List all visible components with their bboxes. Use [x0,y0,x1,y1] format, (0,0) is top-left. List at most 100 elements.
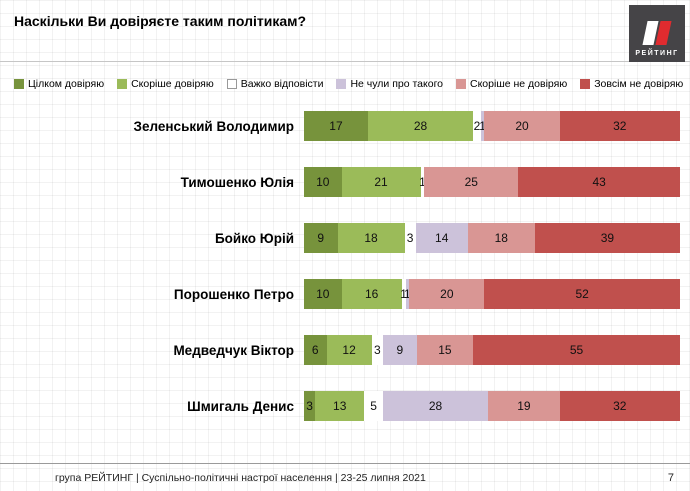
bar-segment: 3 [304,391,316,421]
politician-name: Зеленський Володимир [133,118,294,134]
legend-label: Скоріше не довіряю [470,78,568,90]
bar-segment: 3 [404,223,416,253]
bar-segment: 28 [382,391,489,421]
segment-value: 2 [473,119,481,133]
segment-value: 12 [342,343,356,357]
bar-segment: 28 [367,111,474,141]
bar-segment: 2 [473,111,481,141]
segment-value: 9 [396,343,404,357]
legend-swatch [456,79,467,89]
bar-segment: 17 [304,111,368,141]
segment-value: 1 [419,175,426,189]
bar-segment: 20 [484,111,560,141]
legend: Цілком довіряю Скоріше довіряю Важко відпо… [0,62,690,90]
rating-logo-flag-icon [641,20,673,47]
bar-segment: 19 [488,391,560,421]
stacked-bar: 10 16 1 1 20 52 [304,279,680,309]
segment-value: 32 [613,399,627,413]
stacked-bar: 9 18 3 14 18 39 [304,223,680,253]
legend-label: Скоріше довіряю [131,78,214,90]
bar-segment: 43 [518,167,680,197]
bar-segment: 5 [364,391,383,421]
legend-swatch [580,79,591,89]
chart-row: Шмигаль Денис 3 13 5 28 19 32 [12,378,680,434]
segment-value: 21 [374,175,388,189]
legend-item: Важко відповісти [226,78,324,90]
rating-logo: РЕЙТИНГ [629,5,685,62]
segment-value: 39 [600,231,615,245]
bar-segment: 9 [382,335,417,365]
segment-value: 6 [311,343,319,357]
segment-value: 20 [440,287,454,301]
segment-value: 25 [464,175,478,189]
segment-value: 15 [438,343,452,357]
bar-segment: 15 [416,335,474,365]
bar-segment: 10 [304,167,342,197]
legend-item: Скоріше довіряю [117,78,214,90]
politician-name: Тимошенко Юлія [180,174,294,190]
segment-value: 9 [317,231,325,245]
legend-label: Важко відповісти [240,78,324,90]
politician-name: Порошенко Петро [173,286,294,302]
segment-value: 18 [494,231,508,245]
segment-value: 43 [592,175,606,189]
stacked-bar: 6 12 3 9 15 55 [304,335,680,365]
legend-item: Цілком довіряю [14,78,104,90]
segment-value: 16 [364,287,379,301]
legend-item: Скоріше не довіряю [456,78,567,90]
bar-segment: 16 [341,279,402,309]
bar-segment: 14 [415,223,468,253]
politician-name: Шмигаль Денис [187,398,294,414]
chart-row: Бойко Юрій 9 18 3 14 18 39 [12,210,680,266]
bar-segment: 52 [484,279,680,309]
segment-value: 3 [306,399,313,413]
stacked-bar: 17 28 2 1 20 32 [304,111,680,141]
page-title: Наскільки Ви довіряєте таким політикам? [14,13,307,29]
bar-segment: 3 [371,335,383,365]
bar-segment: 18 [337,223,405,253]
legend-swatch [226,79,237,89]
bar-segment: 32 [559,391,680,421]
chart-rows: Зеленський Володимир 17 28 2 1 20 32 Тимошенко … [0,90,690,434]
segment-value: 28 [413,119,428,133]
bar-segment: 9 [304,223,338,253]
legend-swatch [117,79,128,89]
chart-row: Тимошенко Юлія 10 21 1 25 43 [12,154,680,210]
segment-value: 1 [404,287,411,301]
legend-swatch [336,79,347,89]
segment-value: 5 [370,399,377,413]
chart-row: Зеленський Володимир 17 28 2 1 20 32 [12,98,680,154]
legend-item: Не чули про такого [336,78,443,90]
bar-segment: 1 [404,279,411,309]
bar-segment: 18 [467,223,535,253]
segment-value: 3 [373,343,381,357]
bar-segment: 12 [326,335,372,365]
bar-segment: 6 [304,335,327,365]
segment-value: 3 [406,231,414,245]
segment-value: 10 [316,287,330,301]
bar-segment: 55 [473,335,680,365]
rating-logo-text: РЕЙТИНГ [635,50,679,57]
legend-label: Зовсім не довіряю [594,78,684,90]
legend-swatch [14,79,24,89]
bar-segment: 1 [400,279,407,309]
footer-source-text: група РЕЙТИНГ | Суспільно-політичні наст… [55,471,426,484]
segment-value: 32 [613,119,627,133]
header: Наскільки Ви довіряєте таким політикам? … [0,0,690,62]
segment-value: 1 [400,287,407,301]
stacked-bar: 10 21 1 25 43 [304,167,680,197]
bar-segment: 25 [424,167,519,197]
bar-segment: 32 [559,111,680,141]
segment-value: 55 [569,343,584,357]
logo-stripe-red [655,21,672,45]
chart-row: Медведчук Віктор 6 12 3 9 15 55 [12,322,680,378]
segment-value: 10 [316,175,330,189]
bar-segment: 13 [315,391,365,421]
segment-value: 52 [575,287,589,301]
page-number: 7 [667,471,674,484]
chart-row: Порошенко Петро 10 16 1 1 20 52 [12,266,680,322]
segment-value: 20 [515,119,529,133]
legend-label: Цілком довіряю [28,78,105,90]
legend-label: Не чули про такого [350,78,444,90]
bar-segment: 10 [304,279,342,309]
